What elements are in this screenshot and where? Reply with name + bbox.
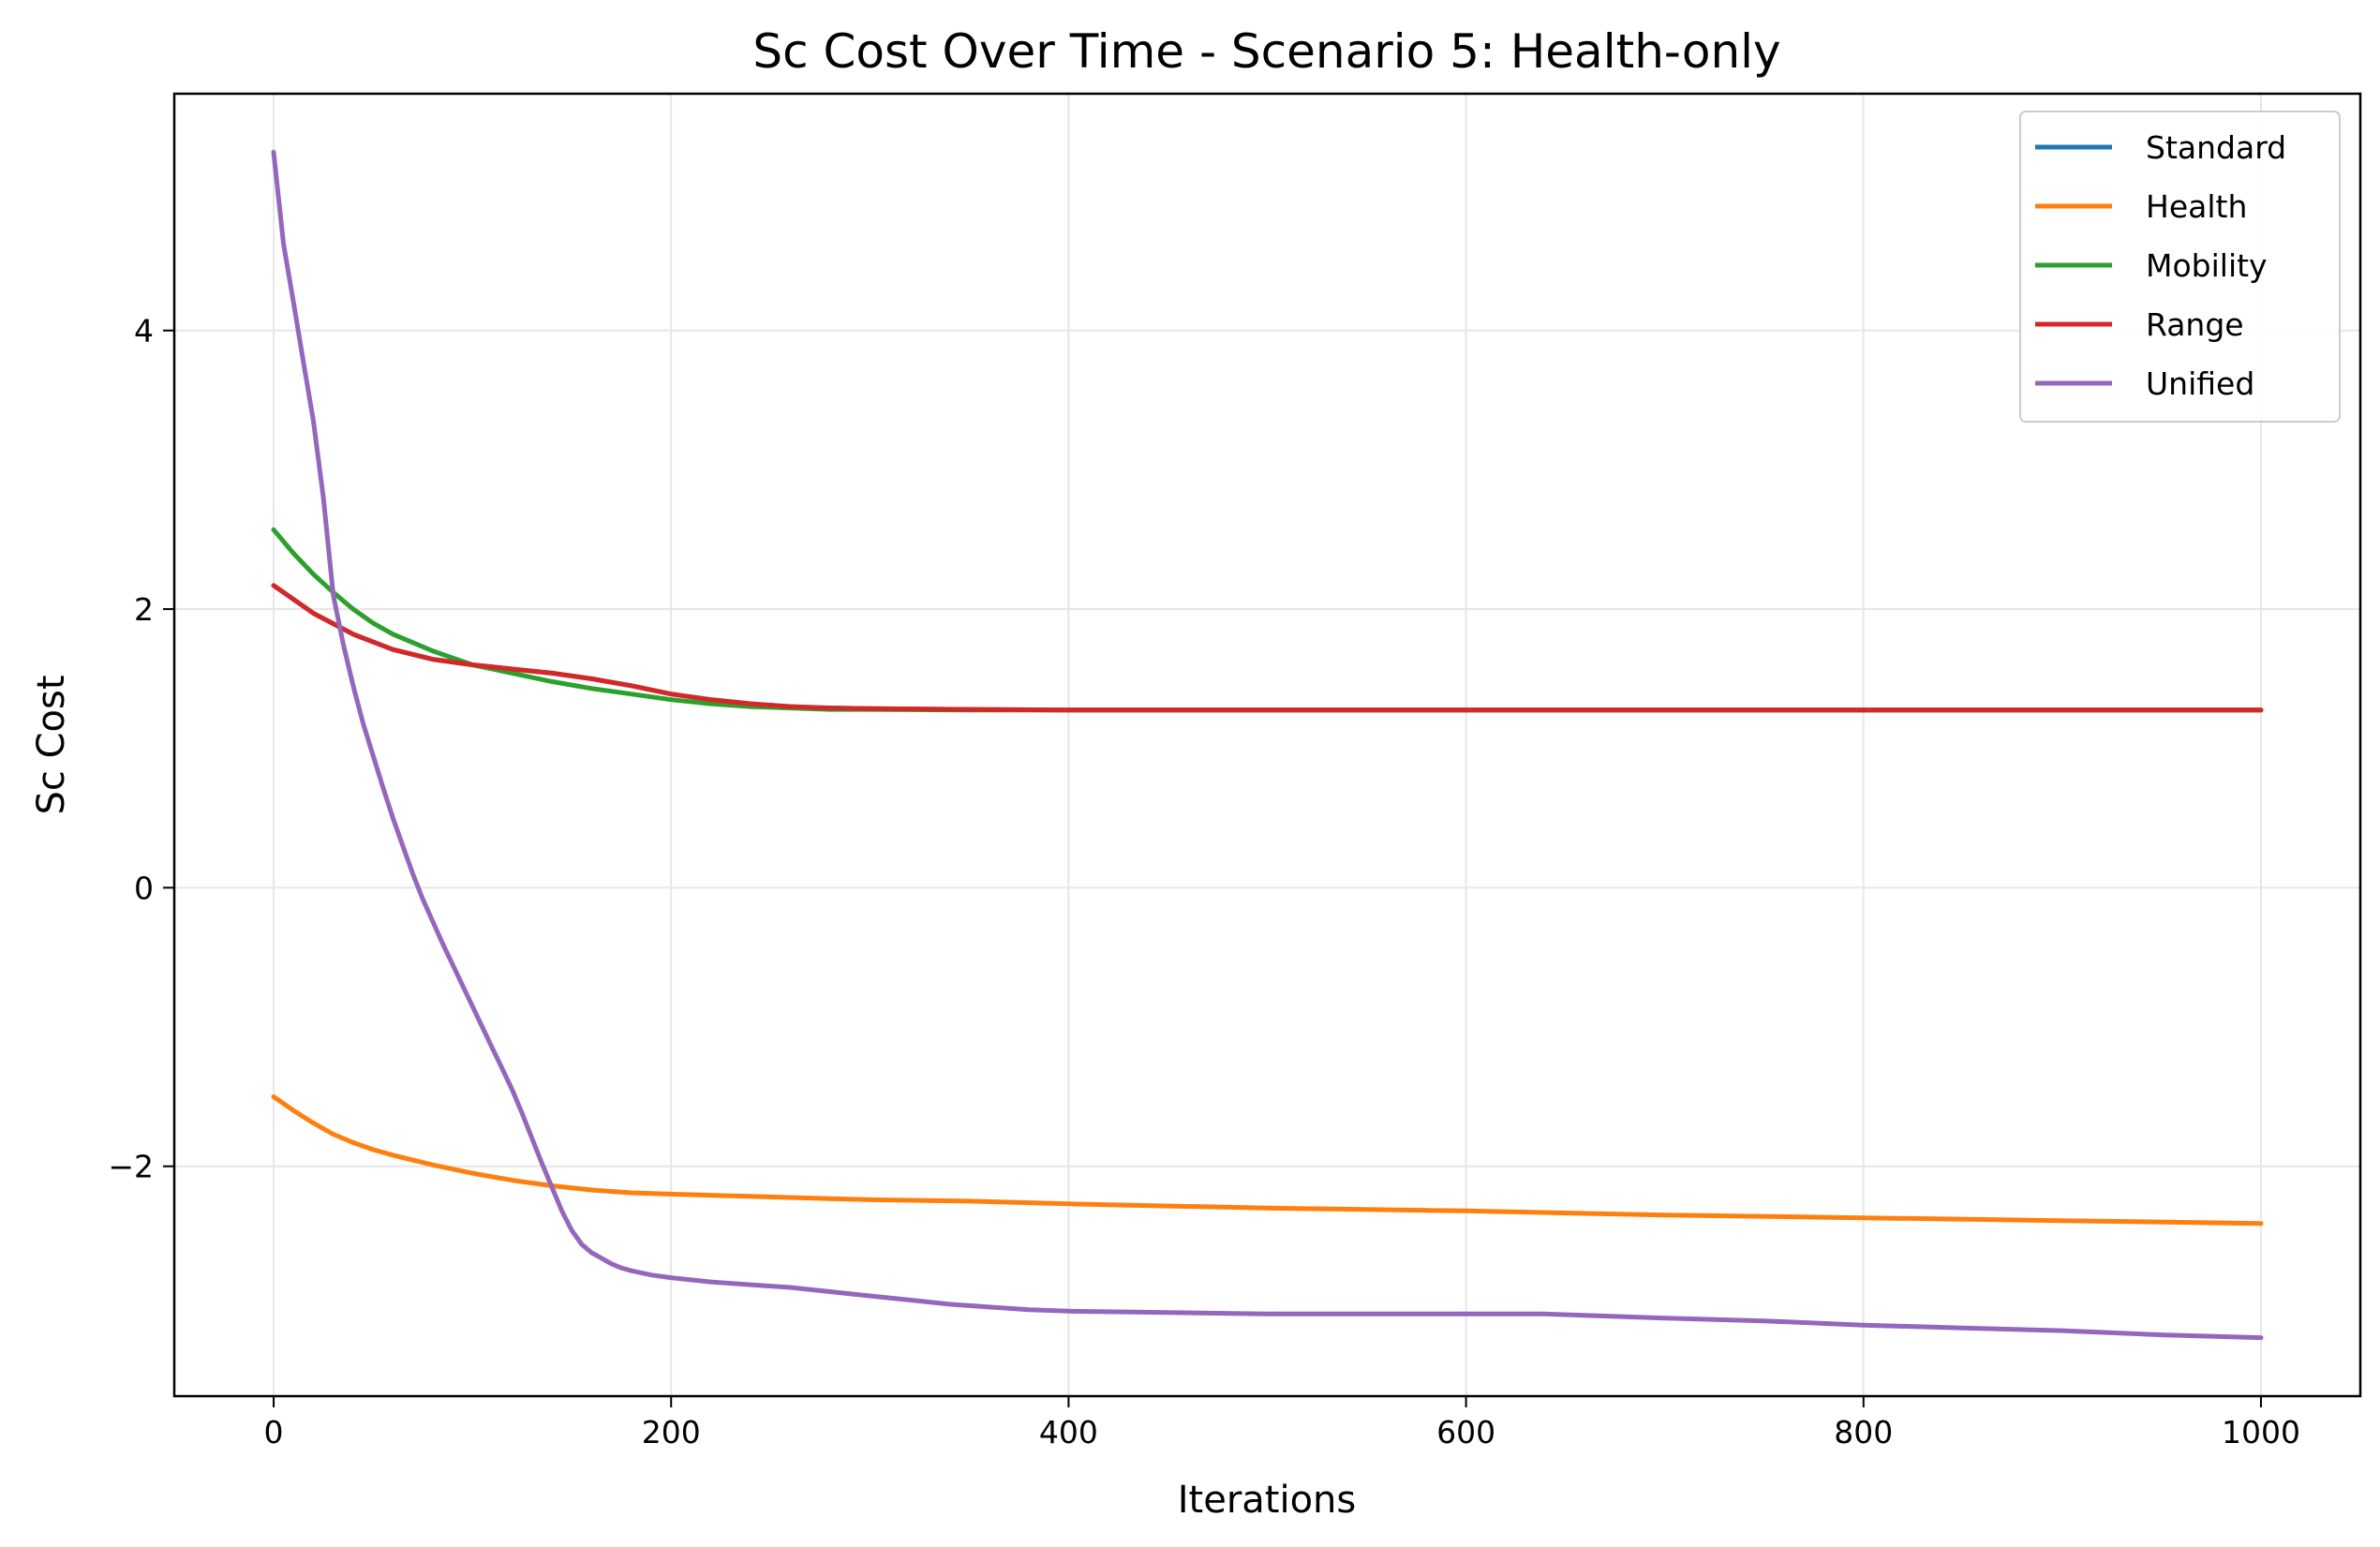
y-tick-label: 0	[134, 870, 154, 906]
plot-frame	[172, 92, 2362, 1398]
legend-label-range: Range	[2146, 306, 2244, 343]
series-line-range	[271, 583, 2264, 713]
legend: Standard Health Mobility Range Unified	[2019, 111, 2341, 423]
y-axis-label: Sc Cost	[30, 675, 73, 814]
x-tick-label: 400	[1039, 1414, 1098, 1450]
legend-label-standard: Standard	[2146, 129, 2286, 166]
y-tick-label: 2	[134, 591, 154, 628]
x-tick-label: 1000	[2222, 1414, 2300, 1450]
y-tick-label: 4	[134, 313, 154, 350]
x-tick-label: 600	[1436, 1414, 1495, 1450]
legend-label-health: Health	[2146, 188, 2247, 225]
grid	[174, 94, 2360, 1396]
legend-label-unified: Unified	[2146, 365, 2254, 402]
x-tick-label: 800	[1834, 1414, 1893, 1450]
chart-title: Sc Cost Over Time - Scenario 5: Health-o…	[752, 24, 1780, 79]
legend-box	[2019, 111, 2341, 423]
legend-label-mobility: Mobility	[2146, 247, 2268, 284]
y-axis-ticks: −2 0 2 4	[108, 313, 174, 1185]
x-axis-label: Iterations	[1178, 1479, 1357, 1522]
series-line-health	[271, 1093, 2264, 1227]
y-tick-label: −2	[108, 1149, 154, 1185]
x-tick-label: 200	[642, 1414, 701, 1450]
series-line-unified	[271, 149, 2264, 1341]
x-tick-label: 0	[264, 1414, 284, 1450]
x-axis-ticks: 0 200 400 600 800 1000	[264, 1396, 2300, 1450]
series-layer	[271, 149, 2264, 1341]
